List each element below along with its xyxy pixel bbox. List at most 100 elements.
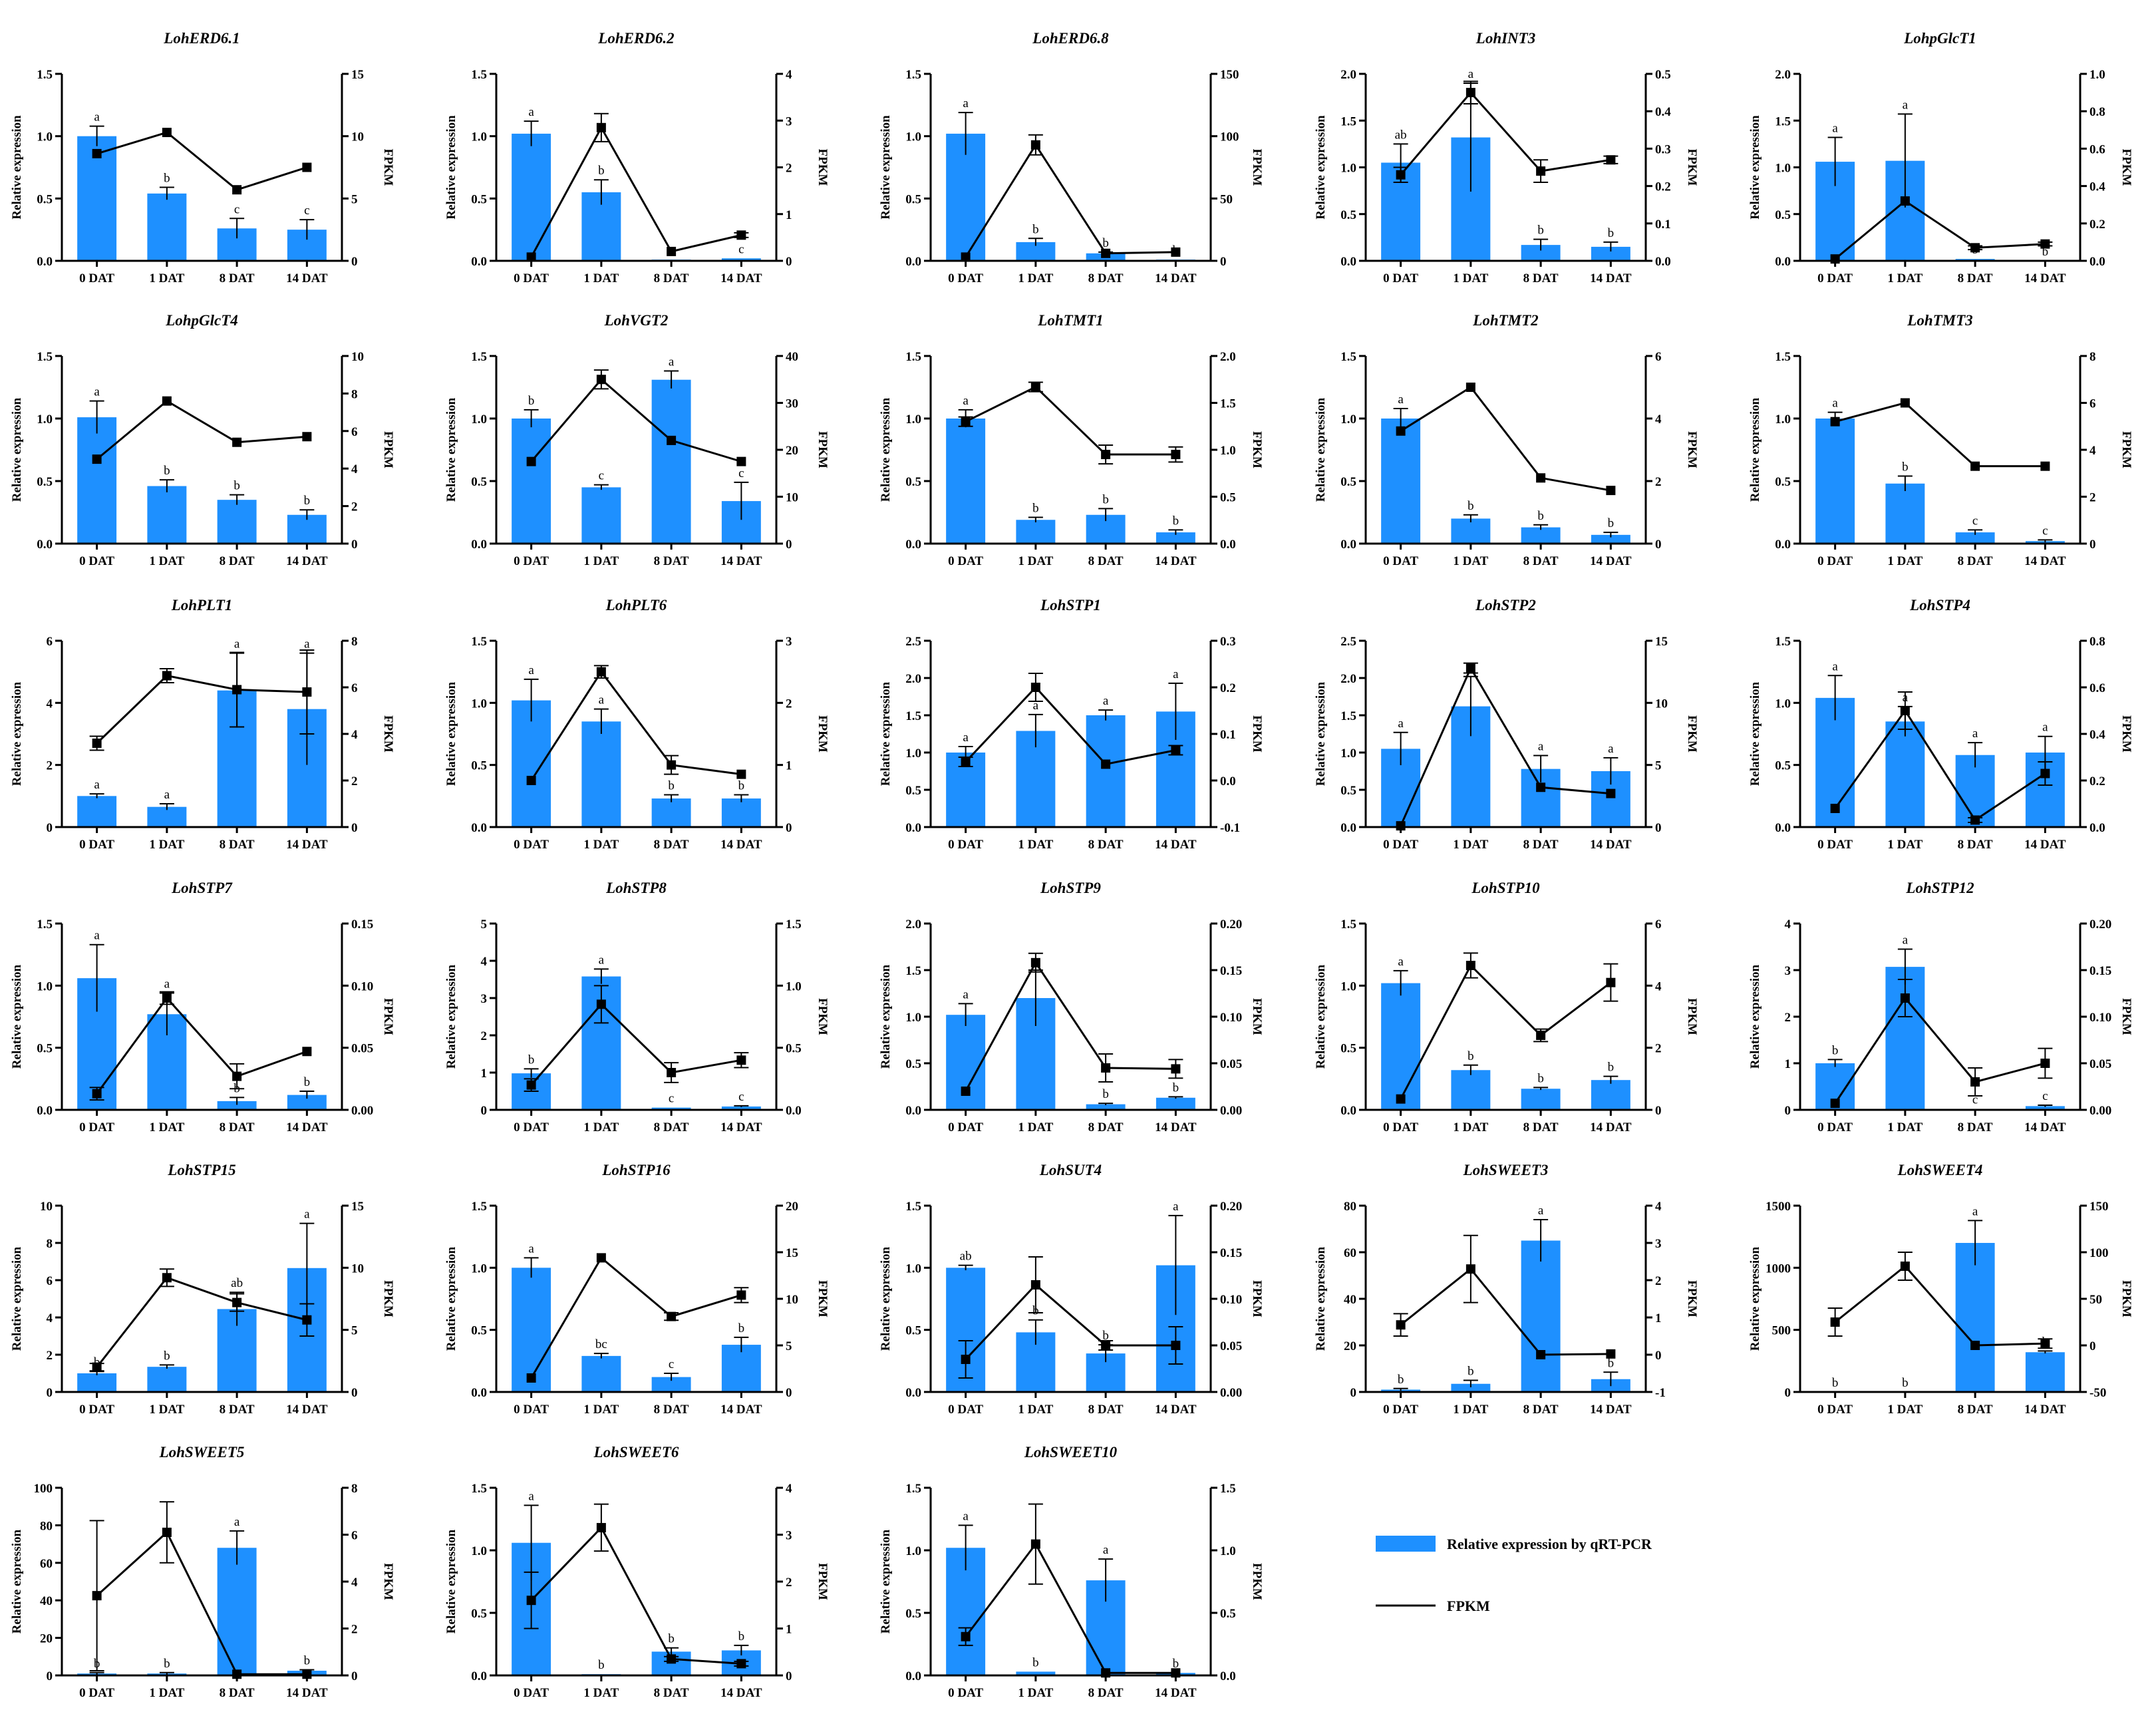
chart-lohstp4-y2tick-label-3: 0.6 <box>2089 681 2105 695</box>
chart-loherd6-8-title: LohERD6.8 <box>1032 30 1109 47</box>
chart-lohstp15-y2tick-label-0: 0 <box>351 1386 358 1400</box>
chart-lohsweet4-bar-2 <box>1955 1243 1995 1392</box>
chart-lohsweet4-letter-2: a <box>1972 1204 1978 1218</box>
chart-lohpglct4-ylabel: Relative expression <box>10 397 24 502</box>
chart-lohsweet10-y2tick-label-1: 0.5 <box>1220 1607 1236 1621</box>
chart-lohtmt1-letter-1: b <box>1032 502 1039 516</box>
chart-lohvgt2-fpkm-point-1 <box>596 375 606 385</box>
chart-lohsweet10-letter-1: b <box>1032 1655 1039 1669</box>
chart-lohstp9-xtick-label-1: 1 DAT <box>1018 1120 1053 1134</box>
chart-lohsweet5-fpkm-point-0 <box>92 1591 102 1601</box>
chart-lohsweet5-ytick-label-5: 100 <box>34 1482 53 1496</box>
chart-lohstp2-fpkm-line <box>1400 665 1611 826</box>
chart-lohtmt2-y2tick-label-3: 6 <box>1655 350 1662 364</box>
chart-lohpglct4-fpkm-line <box>96 399 307 460</box>
chart-lohplt1-fpkm-point-1 <box>162 671 172 681</box>
chart-lohtmt3-y2tick-label-4: 8 <box>2089 350 2096 364</box>
chart-lohsweet3-xtick-label-2: 8 DAT <box>1523 1403 1559 1417</box>
chart-lohstp1-xtick-label-2: 8 DAT <box>1088 838 1124 852</box>
chart-lohstp16: LohSTP16 a bc c b 0.0 0.5 1.0 1.5 0 5 10 15 20 0 DAT 1 … <box>444 1162 830 1417</box>
chart-lohpglct1-y2tick-label-0: 0.0 <box>2089 255 2105 269</box>
chart-lohstp12-y2label: FPKM <box>2119 998 2133 1035</box>
chart-lohsweet5-y2tick-label-1: 2 <box>351 1623 358 1637</box>
chart-loherd6-2-letter-0: a <box>528 105 534 119</box>
chart-lohstp16-ytick-label-0: 0.0 <box>471 1386 487 1400</box>
chart-lohvgt2-fpkm-point-2 <box>667 435 677 445</box>
chart-lohpglct4-y2tick-label-2: 4 <box>351 462 358 476</box>
chart-lohstp9-ytick-label-4: 2.0 <box>905 918 921 932</box>
chart-lohplt6-ytick-label-2: 1.0 <box>471 697 487 711</box>
chart-lohstp8: LohSTP8 b a c c 0 1 2 3 4 5 0.0 0.5 1.0 1.5 0 DAT 1 DAT 8… <box>444 880 830 1134</box>
chart-lohstp7-bar-2 <box>217 1101 257 1110</box>
chart-lohstp9-xtick-label-0: 0 DAT <box>948 1120 983 1134</box>
chart-lohpglct4-y2tick-label-0: 0 <box>351 538 358 552</box>
chart-lohstp7-fpkm-line <box>96 996 307 1095</box>
chart-lohstp8-xtick-label-0: 0 DAT <box>514 1120 549 1134</box>
chart-lohint3-ylabel: Relative expression <box>1314 115 1328 220</box>
chart-lohsweet4-ytick-label-0: 0 <box>1785 1386 1791 1400</box>
chart-loherd6-2-fpkm-line <box>530 125 742 258</box>
chart-lohstp8-ylabel: Relative expression <box>444 964 458 1069</box>
chart-lohtmt1-y2tick-label-3: 1.5 <box>1220 397 1236 411</box>
chart-lohtmt1-xtick-label-3: 14 DAT <box>1155 554 1197 568</box>
chart-lohsweet3-y2tick-label-0: -1 <box>1655 1386 1666 1400</box>
chart-lohsweet3-xtick-label-0: 0 DAT <box>1383 1403 1418 1417</box>
chart-loherd6-2-xtick-label-3: 14 DAT <box>720 271 762 285</box>
chart-lohsweet4-y2tick-label-2: 50 <box>2089 1293 2102 1307</box>
chart-lohint3-fpkm-point-0 <box>1396 170 1406 180</box>
chart-lohplt1-xtick-label-1: 1 DAT <box>149 838 184 852</box>
chart-lohstp7-letter-3: b <box>304 1075 311 1089</box>
chart-lohstp10-ytick-label-0: 0.0 <box>1340 1104 1356 1118</box>
chart-lohstp15-ytick-label-0: 0 <box>47 1386 53 1400</box>
chart-loherd6-8-ytick-label-3: 1.5 <box>905 68 921 82</box>
chart-lohstp16-xtick-label-0: 0 DAT <box>514 1403 549 1417</box>
chart-lohsweet5-fpkm-line <box>96 1530 307 1675</box>
chart-loherd6-2-letter-3: c <box>738 242 744 256</box>
chart-lohpglct1-xtick-label-0: 0 DAT <box>1817 271 1853 285</box>
chart-lohstp9-bar-2 <box>1086 1104 1126 1110</box>
chart-lohpglct4-bar-0 <box>77 417 117 544</box>
chart-lohpglct4-xtick-label-2: 8 DAT <box>220 554 255 568</box>
chart-lohplt6-y2tick-label-0: 0 <box>786 821 792 835</box>
chart-lohsweet6-fpkm-point-1 <box>596 1522 606 1532</box>
chart-loherd6-8-fpkm-point-3 <box>1171 247 1181 257</box>
chart-lohsweet4-xtick-label-3: 14 DAT <box>2024 1403 2066 1417</box>
chart-lohvgt2-bar-0 <box>512 419 551 544</box>
chart-lohsweet5-letter-3: b <box>304 1654 311 1668</box>
chart-lohplt6-ytick-label-1: 0.5 <box>471 759 487 773</box>
chart-lohstp7-y2tick-label-0: 0.00 <box>351 1104 373 1118</box>
chart-lohstp16-y2tick-label-4: 20 <box>786 1200 798 1214</box>
chart-lohpglct4-y2tick-label-5: 10 <box>351 350 364 364</box>
chart-lohstp1-letter-3: a <box>1173 667 1179 681</box>
chart-lohtmt3-fpkm-line <box>1835 401 2046 468</box>
chart-lohpglct1-ytick-label-1: 0.5 <box>1775 208 1791 222</box>
chart-lohsut4-letter-2: b <box>1102 1329 1109 1343</box>
chart-lohstp12-ytick-label-3: 3 <box>1785 964 1791 978</box>
chart-lohvgt2-bar-1 <box>581 487 621 544</box>
chart-lohstp16-xtick-label-3: 14 DAT <box>720 1403 762 1417</box>
chart-lohpglct1-letter-3: b <box>2042 245 2049 259</box>
chart-lohstp15-bar-1 <box>147 1367 187 1392</box>
chart-lohstp7-fpkm-point-1 <box>162 993 172 1003</box>
chart-lohstp7-y2label: FPKM <box>381 998 395 1035</box>
chart-lohstp16-ytick-label-3: 1.5 <box>471 1200 487 1214</box>
chart-lohpglct1-ytick-label-3: 1.5 <box>1775 114 1791 128</box>
chart-loherd6-2-xtick-label-1: 1 DAT <box>583 271 619 285</box>
chart-lohtmt1-ytick-label-2: 1.0 <box>905 413 921 427</box>
chart-lohtmt1-y2tick-label-1: 0.5 <box>1220 491 1236 505</box>
chart-lohvgt2-y2tick-label-0: 0 <box>786 538 792 552</box>
chart-lohstp7-y2tick-label-2: 0.10 <box>351 979 373 993</box>
chart-lohstp9-letter-3: b <box>1173 1081 1179 1095</box>
chart-lohsweet3-y2label: FPKM <box>1685 1280 1699 1317</box>
chart-lohstp7-ytick-label-0: 0.0 <box>37 1104 53 1118</box>
chart-lohpglct4-letter-2: b <box>233 479 240 493</box>
chart-lohtmt2-fpkm-line <box>1400 386 1611 492</box>
chart-lohsweet5-ytick-label-0: 0 <box>47 1669 53 1683</box>
chart-lohsweet6-title: LohSWEET6 <box>593 1444 679 1460</box>
chart-lohstp4-y2tick-label-1: 0.2 <box>2089 774 2105 788</box>
chart-lohstp1-xtick-label-0: 0 DAT <box>948 838 983 852</box>
chart-loherd6-1-letter-2: c <box>234 202 239 216</box>
chart-lohsweet3-letter-3: b <box>1608 1356 1615 1370</box>
